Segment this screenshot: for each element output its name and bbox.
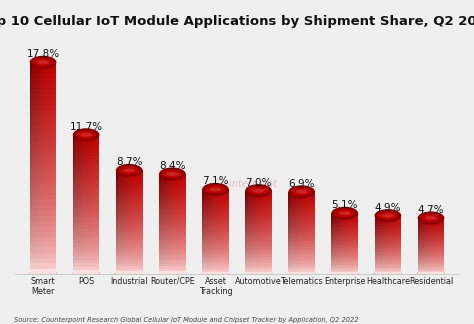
Ellipse shape <box>374 209 401 222</box>
Text: 7.0%: 7.0% <box>246 178 272 188</box>
Ellipse shape <box>335 209 355 217</box>
Ellipse shape <box>115 269 143 278</box>
Ellipse shape <box>288 185 315 198</box>
Ellipse shape <box>166 172 178 176</box>
Ellipse shape <box>205 185 226 194</box>
Ellipse shape <box>119 166 139 175</box>
Ellipse shape <box>374 269 402 278</box>
Ellipse shape <box>202 183 229 196</box>
Text: 4.7%: 4.7% <box>418 205 444 215</box>
Text: 4.9%: 4.9% <box>374 202 401 213</box>
Text: 7.1%: 7.1% <box>202 177 228 187</box>
Text: 5.1%: 5.1% <box>331 200 358 210</box>
Ellipse shape <box>80 133 92 137</box>
Ellipse shape <box>72 269 100 278</box>
Text: 8.7%: 8.7% <box>116 157 143 168</box>
Ellipse shape <box>162 170 182 178</box>
Ellipse shape <box>339 211 351 215</box>
Text: Source: Counterpoint Research Global Cellular IoT Module and Chipset Tracker by : Source: Counterpoint Research Global Cel… <box>14 317 359 323</box>
Ellipse shape <box>29 269 57 278</box>
Ellipse shape <box>417 269 445 278</box>
Text: Counterpoint: Counterpoint <box>214 179 278 189</box>
Ellipse shape <box>159 168 186 180</box>
Ellipse shape <box>37 60 49 64</box>
Ellipse shape <box>248 187 269 195</box>
Text: 8.4%: 8.4% <box>159 161 186 171</box>
Ellipse shape <box>33 58 53 66</box>
Title: Top 10 Cellular IoT Module Applications by Shipment Share, Q2 2022: Top 10 Cellular IoT Module Applications … <box>0 15 474 28</box>
Ellipse shape <box>296 190 308 194</box>
Ellipse shape <box>158 269 186 278</box>
Ellipse shape <box>116 164 143 177</box>
Ellipse shape <box>123 168 135 172</box>
Text: 11.7%: 11.7% <box>70 122 103 132</box>
Ellipse shape <box>245 184 272 197</box>
Ellipse shape <box>76 131 96 139</box>
Ellipse shape <box>421 214 441 222</box>
Ellipse shape <box>253 189 264 193</box>
Ellipse shape <box>425 216 437 220</box>
Ellipse shape <box>331 207 358 220</box>
Ellipse shape <box>245 269 273 278</box>
Ellipse shape <box>30 56 56 69</box>
Text: 6.9%: 6.9% <box>288 179 315 189</box>
Ellipse shape <box>418 212 444 225</box>
Ellipse shape <box>331 269 359 278</box>
Ellipse shape <box>210 187 221 191</box>
Text: 17.8%: 17.8% <box>27 49 60 59</box>
Ellipse shape <box>382 214 394 218</box>
Ellipse shape <box>73 128 100 141</box>
Ellipse shape <box>292 188 312 196</box>
Ellipse shape <box>201 269 229 278</box>
Ellipse shape <box>288 269 316 278</box>
Ellipse shape <box>378 212 398 220</box>
